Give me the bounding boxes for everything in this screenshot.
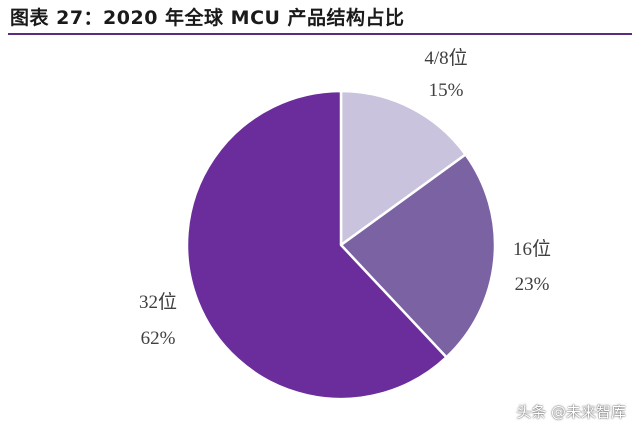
slice-value-label-1: 23% — [515, 274, 550, 295]
watermark-text: 头条 @未来智库 — [516, 401, 626, 422]
slice-category-label-0: 4/8位 — [424, 47, 467, 69]
slice-category-label-2: 32位 — [139, 291, 177, 313]
slice-value-label-2: 62% — [141, 328, 176, 349]
slice-category-label-1: 16位 — [513, 238, 551, 260]
slice-value-label-0: 15% — [429, 80, 464, 101]
